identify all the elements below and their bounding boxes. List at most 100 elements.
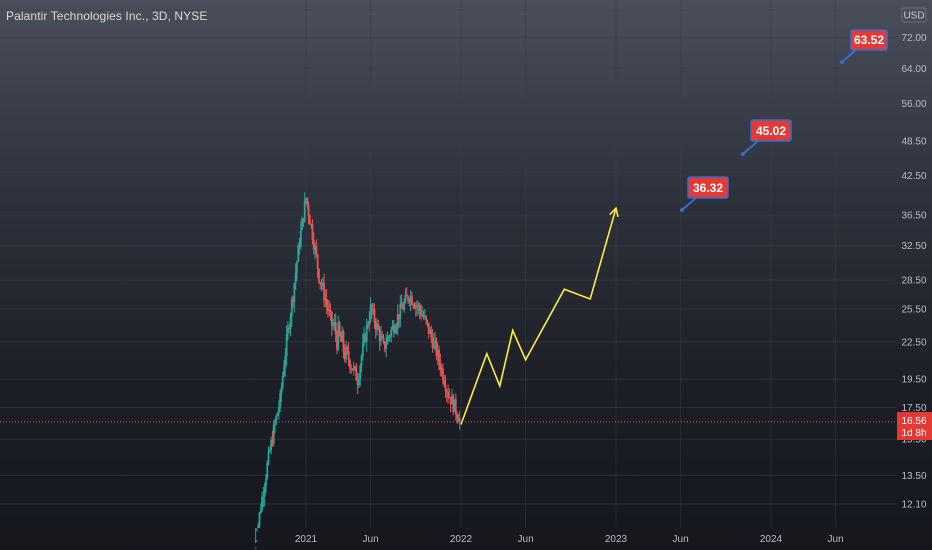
candle — [417, 301, 420, 315]
candle — [356, 373, 359, 395]
time-tick-label: Jun — [363, 534, 379, 545]
candle — [457, 413, 460, 423]
candle — [391, 320, 394, 331]
candle — [294, 263, 297, 290]
candle — [377, 319, 380, 331]
candle — [288, 324, 291, 333]
candle — [258, 511, 261, 528]
candle — [316, 253, 319, 279]
candle — [426, 319, 429, 328]
candle — [443, 374, 446, 388]
candle — [411, 291, 413, 306]
candle — [346, 345, 349, 355]
candle — [407, 294, 409, 304]
candle — [432, 333, 435, 350]
candle — [400, 294, 403, 309]
callout-45-02[interactable]: 45.02 — [741, 119, 792, 156]
candle — [440, 364, 443, 377]
candle — [254, 528, 257, 549]
candle — [439, 353, 442, 377]
candle — [324, 289, 327, 308]
candle — [289, 312, 292, 337]
projection-line[interactable] — [460, 207, 617, 425]
candle — [431, 329, 434, 353]
candle — [329, 303, 332, 321]
candle — [325, 289, 328, 315]
price-tick-label: 19.50 — [901, 375, 926, 386]
candle — [337, 315, 340, 351]
candle — [365, 318, 368, 352]
candle — [298, 237, 301, 255]
candle — [376, 318, 378, 336]
candle — [381, 330, 384, 339]
candle — [394, 323, 397, 334]
candle — [311, 219, 314, 245]
candle — [354, 365, 356, 372]
candle — [296, 260, 298, 281]
candle — [279, 389, 282, 413]
candle — [374, 318, 377, 339]
price-axis[interactable]: 72.00 64.00 56.00 48.50 42.50 36.50 32.50 28.50… — [896, 0, 932, 550]
price-tick-label: 72.00 — [901, 33, 926, 44]
candle — [350, 364, 353, 374]
candle — [386, 331, 389, 345]
candle — [442, 363, 444, 385]
candle — [445, 388, 448, 403]
candle — [261, 491, 263, 513]
callout-63-52[interactable]: 63.52 — [840, 29, 888, 64]
candle — [355, 362, 358, 381]
candle — [323, 273, 325, 308]
candle — [290, 296, 293, 327]
candle — [328, 300, 331, 317]
candle — [349, 358, 351, 374]
callout-label: 45.02 — [756, 124, 786, 138]
price-tick-label: 28.50 — [901, 275, 926, 286]
time-axis[interactable]: 2021 Jun 2022 Jun 2023 Jun 2024 Jun — [295, 534, 844, 545]
candle — [399, 295, 402, 328]
candle — [423, 309, 426, 320]
candle — [389, 333, 391, 343]
candle — [456, 411, 459, 424]
candle — [275, 414, 278, 426]
candle — [310, 223, 313, 229]
candle — [352, 361, 355, 376]
time-tick-label: 2021 — [295, 534, 318, 545]
price-tick-label: 13.50 — [901, 471, 926, 482]
candle — [438, 345, 440, 371]
candle — [327, 299, 329, 318]
candle — [321, 277, 324, 290]
candle — [449, 397, 452, 413]
candle — [268, 447, 271, 453]
candle — [351, 368, 354, 371]
callout-label: 63.52 — [854, 33, 884, 47]
price-tick-label: 15.50 — [901, 435, 926, 446]
candle — [367, 321, 369, 329]
time-tick-label: Jun — [518, 534, 534, 545]
candle-series — [254, 192, 461, 549]
candle — [429, 326, 431, 335]
callout-36-32[interactable]: 36.32 — [680, 176, 729, 212]
candle — [336, 330, 338, 355]
candle — [396, 304, 399, 336]
candle — [409, 290, 412, 312]
candle — [370, 303, 373, 319]
candle — [383, 341, 386, 353]
candle — [265, 474, 267, 494]
time-tick-label: Jun — [828, 534, 844, 545]
candle — [299, 220, 302, 250]
candle — [341, 325, 344, 343]
price-tick-label: 56.00 — [901, 99, 926, 110]
price-tick-label: 36.50 — [901, 211, 926, 222]
candle — [414, 302, 417, 317]
candle — [412, 302, 415, 310]
currency-label[interactable]: USD — [903, 11, 924, 22]
candle — [364, 332, 367, 343]
price-tick-label: 22.50 — [901, 337, 926, 348]
candle — [343, 343, 346, 363]
symbol-title[interactable]: Palantir Technologies Inc., 3D, NYSE — [6, 9, 208, 23]
candle — [404, 288, 407, 304]
candle — [330, 311, 333, 337]
candle — [372, 302, 375, 315]
candle — [398, 314, 400, 329]
